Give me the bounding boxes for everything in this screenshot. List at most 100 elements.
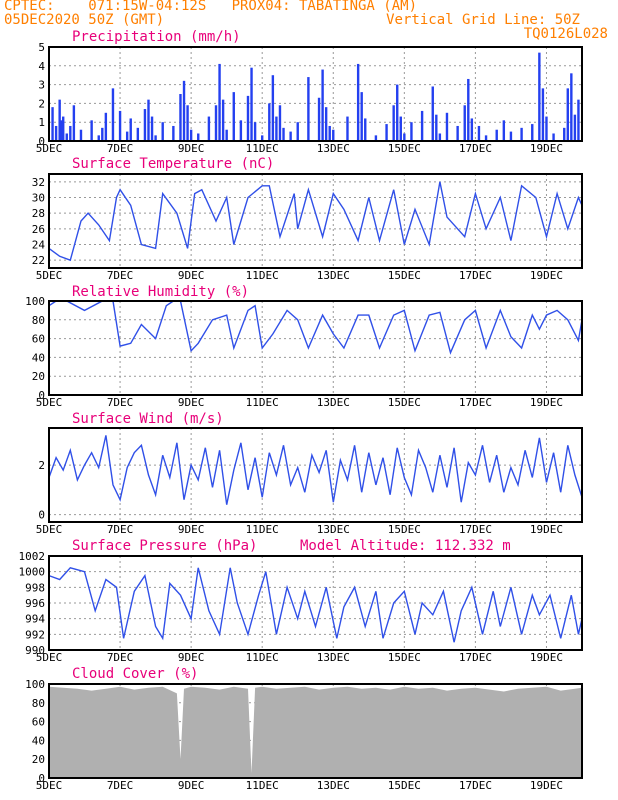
precip-bar — [509, 131, 513, 141]
precip-bar — [520, 127, 523, 141]
x-tick-label: 15DEC — [388, 523, 421, 536]
precip-bar — [484, 135, 488, 141]
precip-bar — [65, 133, 68, 141]
precip-bar — [282, 127, 285, 141]
precip-bar — [431, 86, 434, 141]
precip-bar — [179, 94, 182, 141]
precip-bar — [278, 105, 282, 141]
x-tick-label: 13DEC — [317, 651, 350, 664]
y-tick-label: 40 — [32, 734, 45, 747]
precip-bar — [271, 75, 275, 141]
precip-bar — [104, 112, 108, 141]
x-tick-label: 5DEC — [36, 142, 63, 155]
plot-frame — [48, 555, 583, 651]
precip-bar — [101, 127, 104, 141]
precip-bar — [239, 120, 243, 141]
precip-bar — [552, 133, 555, 141]
precip-bar — [246, 95, 250, 141]
precip-bar — [470, 118, 474, 141]
precip-bar — [410, 122, 413, 141]
x-tick-label: 11DEC — [246, 142, 279, 155]
precip-bar — [321, 69, 324, 141]
y-tick-label: 1002 — [19, 550, 46, 563]
precip-bar — [570, 73, 573, 141]
precip-bar — [90, 120, 93, 141]
run-date: 05DEC2020 50Z (GMT) — [4, 12, 165, 28]
precip-bar — [396, 84, 399, 141]
y-tick-label: 5 — [38, 41, 45, 54]
x-tick-label: 7DEC — [107, 651, 134, 664]
y-tick-label: 100 — [25, 678, 45, 691]
x-tick-label: 7DEC — [107, 779, 134, 792]
x-tick-label: 19DEC — [530, 779, 563, 792]
x-tick-label: 11DEC — [246, 523, 279, 536]
y-tick-label: 100 — [25, 295, 45, 308]
precip-bar — [58, 99, 61, 141]
precip-bar — [62, 116, 65, 141]
precip-bar — [495, 129, 498, 141]
precip-bar — [296, 122, 299, 141]
precip-bar — [538, 52, 541, 141]
x-tick-label: 9DEC — [178, 523, 205, 536]
x-tick-label: 17DEC — [459, 523, 492, 536]
precip-bar — [577, 99, 580, 141]
precip-bar — [317, 97, 321, 141]
x-tick-label: 11DEC — [246, 779, 279, 792]
x-tick-label: 5DEC — [36, 651, 63, 664]
x-tick-label: 17DEC — [459, 779, 492, 792]
y-tick-label: 80 — [32, 697, 45, 710]
x-tick-label: 13DEC — [317, 142, 350, 155]
plot-frame — [48, 173, 583, 269]
x-tick-label: 5DEC — [36, 779, 63, 792]
precip-bar — [118, 110, 122, 141]
precip-bar — [221, 99, 225, 141]
panel-subtitle: Model Altitude: 112.332 m — [300, 538, 511, 554]
precip-bar — [531, 124, 534, 141]
precip-bar — [346, 116, 349, 141]
precip-bar — [51, 107, 54, 141]
precip-bar — [573, 114, 577, 141]
precip-bar — [143, 109, 147, 141]
precip-bar — [250, 67, 253, 141]
y-tick-label: 994 — [25, 613, 45, 626]
x-tick-label: 19DEC — [530, 269, 563, 282]
series-line — [48, 567, 583, 643]
precip-bar — [189, 129, 193, 141]
precip-bar — [207, 116, 211, 141]
x-tick-label: 7DEC — [107, 396, 134, 409]
x-tick-label: 5DEC — [36, 396, 63, 409]
y-tick-label: 0 — [38, 135, 45, 148]
precip-bar — [356, 63, 360, 141]
precip-bar — [225, 129, 228, 141]
precip-bar — [69, 125, 72, 141]
x-tick-label: 15DEC — [388, 269, 421, 282]
precip-bar — [385, 124, 388, 141]
x-tick-label: 19DEC — [530, 396, 563, 409]
x-tick-label: 9DEC — [178, 396, 205, 409]
precip-bar — [186, 105, 189, 141]
panel-title: Surface Pressure (hPa) — [72, 538, 257, 554]
y-tick-label: 2 — [38, 459, 45, 472]
precip-bar — [566, 88, 569, 141]
precip-bar — [502, 120, 506, 141]
precip-bar — [563, 127, 566, 141]
precip-bar — [328, 125, 331, 141]
y-tick-label: 22 — [32, 254, 45, 267]
y-tick-label: 990 — [25, 644, 45, 657]
precip-bar — [147, 99, 150, 141]
precip-bar — [261, 135, 264, 141]
precip-bar — [467, 78, 470, 141]
precip-bar — [541, 88, 545, 141]
series-line — [48, 300, 583, 355]
precip-bar — [477, 125, 481, 141]
precip-bar — [197, 133, 200, 141]
y-tick-label: 0 — [38, 389, 45, 402]
precip-bar — [399, 116, 402, 141]
station-header: CPTEC: 071:15W-04:12S PROX04: TABATINGA … — [4, 0, 418, 14]
y-tick-label: 4 — [38, 60, 45, 73]
precip-bar — [289, 131, 292, 141]
precip-bar — [332, 129, 335, 141]
x-tick-label: 13DEC — [317, 779, 350, 792]
precip-bar — [182, 80, 186, 141]
